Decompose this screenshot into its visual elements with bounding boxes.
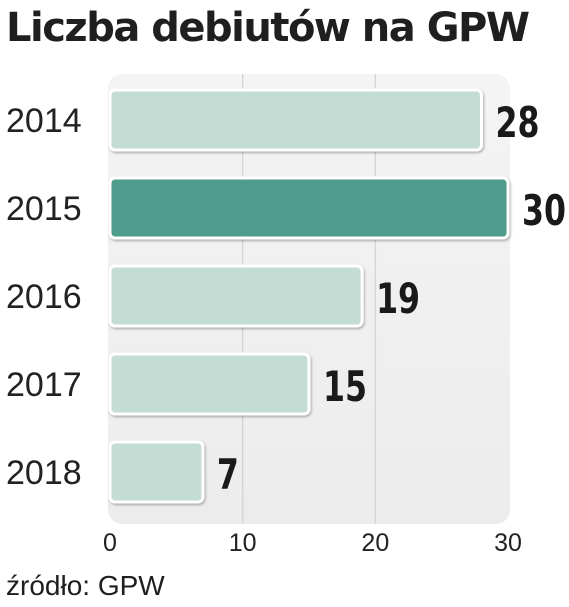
category-labels: 2014 2015 2016 2017 2018 [6,102,82,492]
category-label: 2017 [6,366,82,404]
value-label: 19 [376,274,420,323]
x-tick-label: 20 [361,529,389,557]
bars [108,88,510,504]
source-note: źródło: GPW [6,570,165,601]
x-tick-label: 30 [494,529,522,557]
category-label: 2014 [6,102,82,140]
bar-2018 [108,440,205,504]
chart-title: Liczba debiutów na GPW [6,5,530,51]
category-label: 2015 [6,190,82,228]
value-label: 7 [217,450,239,499]
value-label: 15 [323,362,367,411]
bar-2017 [108,352,311,416]
category-label: 2018 [6,454,82,492]
category-label: 2016 [6,278,82,316]
x-tick-label: 0 [103,529,117,557]
bar-2016 [108,264,364,328]
value-label: 28 [495,98,539,147]
bar-2014 [108,88,483,152]
bar-2015 [108,176,510,240]
x-tick-label: 10 [229,529,257,557]
value-label: 30 [522,186,566,235]
x-axis-ticks: 0 10 20 30 [103,529,522,557]
